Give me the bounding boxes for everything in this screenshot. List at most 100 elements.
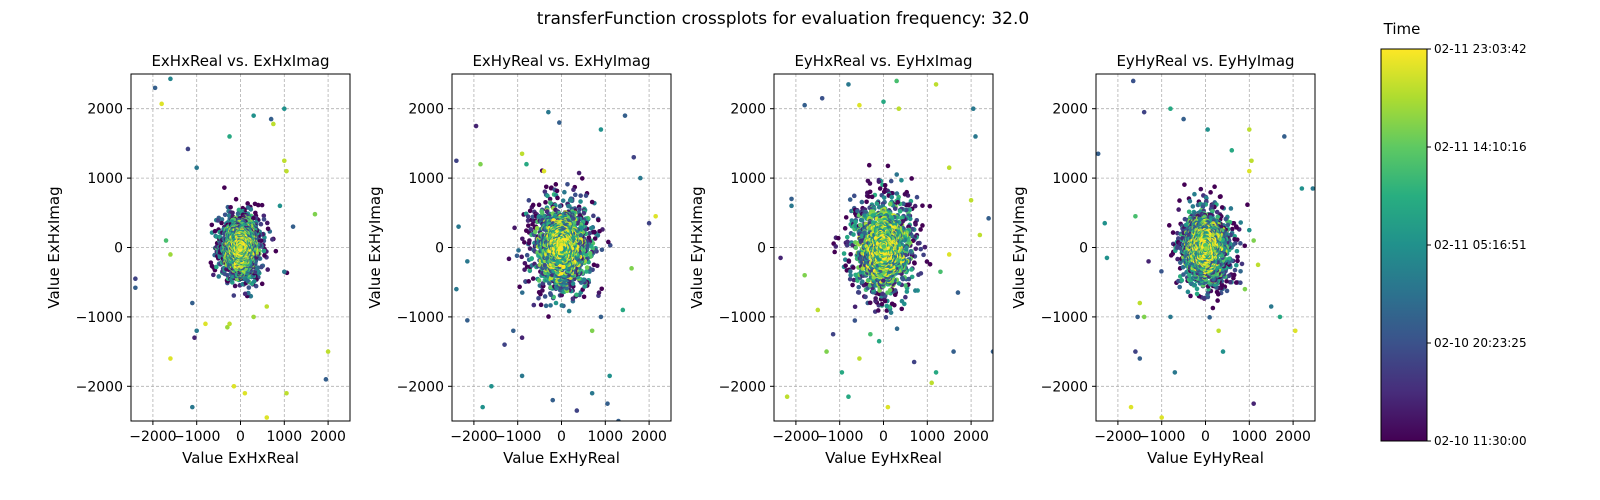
scatter-point — [920, 223, 925, 228]
scatter-point-outlier — [133, 276, 138, 282]
scatter-point — [867, 181, 873, 186]
x-axis-label: Value ExHxReal — [182, 449, 299, 467]
y-axis-label: Value ExHxImag — [45, 186, 63, 308]
y-tick-label: 1000 — [87, 171, 123, 187]
x-tick-label: 2000 — [953, 429, 989, 445]
x-tick-label: 1000 — [266, 429, 302, 445]
panel-title: ExHxReal vs. ExHxImag — [151, 52, 329, 70]
scatter-point-outlier — [519, 335, 525, 341]
scatter-point — [1245, 202, 1250, 208]
scatter-point — [869, 194, 875, 200]
scatter-point — [522, 240, 527, 245]
scatter-point — [532, 229, 538, 235]
scatter-point — [534, 225, 540, 231]
scatter-point — [259, 202, 265, 208]
scatter-point — [879, 301, 885, 307]
scatter-point — [526, 223, 531, 228]
scatter-point-outlier — [480, 404, 485, 410]
scatter-point-outlier — [589, 390, 595, 396]
scatter-point-outlier — [574, 408, 580, 413]
scatter-point — [1182, 182, 1187, 187]
scatter-point — [596, 217, 601, 223]
panel-title: EyHxReal vs. EyHxImag — [794, 52, 972, 70]
scatter-point — [913, 288, 918, 293]
scatter-point — [1232, 267, 1238, 273]
scatter-point — [1190, 204, 1196, 209]
y-axis-label: Value ExHyImag — [366, 186, 384, 308]
scatter-point — [259, 281, 265, 287]
scatter-point — [547, 291, 553, 296]
scatter-point — [1224, 278, 1229, 284]
scatter-point — [850, 282, 855, 288]
scatter-point — [909, 267, 914, 272]
scatter-point-outlier — [598, 314, 604, 320]
gridlines — [452, 74, 671, 421]
scatter-point — [888, 178, 894, 184]
scatter-point — [547, 280, 552, 286]
scatter-point — [1179, 278, 1185, 283]
scatter-point — [1198, 186, 1204, 192]
scatter-point — [1233, 224, 1239, 229]
scatter-point — [599, 247, 605, 253]
scatter-point — [584, 269, 589, 274]
scatter-point — [258, 221, 264, 227]
scatter-point — [259, 264, 264, 270]
scatter-point — [555, 195, 560, 201]
scatter-point-outlier — [819, 95, 825, 101]
scatter-point — [875, 308, 881, 313]
scatter-point — [553, 300, 559, 306]
scatter-point — [856, 284, 862, 290]
scatter-point — [536, 202, 542, 208]
scatter-point-outlier — [846, 82, 851, 87]
scatter-point — [517, 284, 522, 290]
scatter-point — [548, 284, 553, 290]
scatter-point — [261, 217, 267, 222]
scatter-point-outlier — [489, 384, 494, 389]
scatter-point — [222, 212, 228, 218]
scatter-point — [554, 188, 560, 194]
scatter-point — [526, 279, 531, 284]
scatter-point — [902, 192, 908, 197]
scatter-point — [571, 187, 576, 193]
scatter-point — [592, 236, 598, 241]
scatter-point — [219, 217, 225, 222]
scatter-point — [543, 184, 549, 190]
scatter-point — [876, 204, 882, 210]
scatter-point — [848, 273, 853, 278]
scatter-point — [251, 279, 257, 284]
scatter-point — [899, 178, 904, 183]
scatter-point — [850, 265, 856, 270]
scatter-point-outlier — [970, 106, 976, 111]
scatter-point-outlier — [284, 390, 289, 396]
scatter-point — [1227, 279, 1233, 285]
scatter-point — [566, 203, 571, 209]
scatter-point — [581, 210, 587, 216]
scatter-point — [524, 252, 530, 258]
scatter-point-outlier — [312, 211, 318, 217]
scatter-point — [1192, 191, 1197, 197]
scatter-point-outlier — [938, 269, 943, 275]
x-tick-label: 0 — [879, 429, 888, 445]
scatter-point — [219, 220, 224, 226]
scatter-panel-4: −2000−1000 0 1000 2000−2000−1000010002000Ey… — [1010, 52, 1316, 467]
scatter-point-outlier — [789, 196, 794, 202]
scatter-point — [1214, 209, 1220, 215]
scatter-point-outlier — [242, 390, 248, 396]
scatter-point — [1181, 272, 1186, 277]
scatter-point — [881, 189, 887, 195]
y-tick-label: −1000 — [719, 310, 766, 326]
y-tick-label: 1000 — [408, 171, 444, 187]
scatter-point — [579, 176, 585, 181]
x-axis-label: Value EyHxReal — [825, 449, 942, 467]
scatter-point — [912, 260, 917, 265]
gridlines — [1096, 74, 1315, 421]
scatter-point-outlier — [846, 394, 851, 400]
scatter-point — [254, 266, 259, 271]
x-tick-label: −2000 — [129, 429, 176, 445]
scatter-point — [1177, 284, 1183, 290]
scatter-point — [912, 203, 918, 209]
scatter-point — [542, 262, 548, 268]
scatter-point — [553, 182, 559, 187]
scatter-point — [607, 243, 613, 248]
scatter-point — [547, 196, 553, 202]
